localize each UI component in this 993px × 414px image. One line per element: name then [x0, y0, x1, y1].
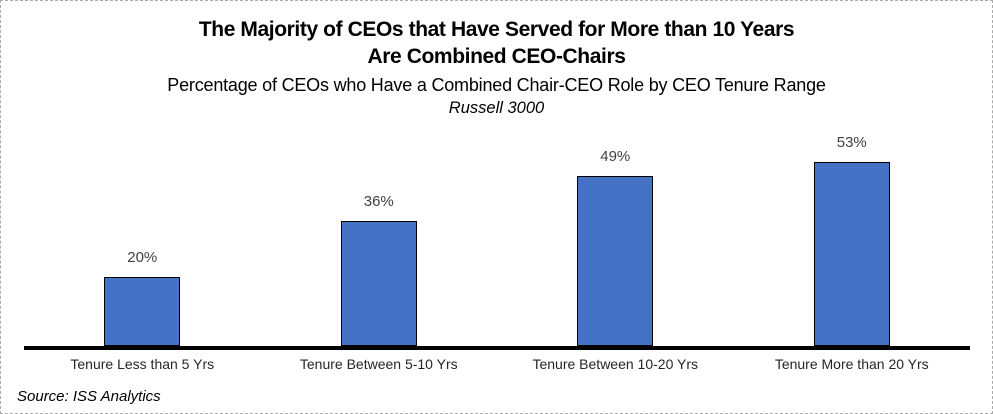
bar-slot: 53%: [734, 134, 971, 346]
chart-title-line2: Are Combined CEO-Chairs: [367, 45, 626, 68]
bar-slot: 20%: [24, 134, 261, 346]
plot-area: 20% 36% 49% 53%: [24, 134, 970, 346]
chart-subtitle-note: Russell 3000: [448, 99, 545, 117]
bar-value-label: 20%: [127, 249, 158, 266]
bar-slot: 36%: [261, 134, 498, 346]
bar-slot: 49%: [497, 134, 734, 346]
chart-title-line1: The Majority of CEOs that Have Served fo…: [198, 18, 795, 41]
bar-value-label: 36%: [363, 193, 394, 210]
bar: [340, 221, 417, 346]
category-label: Tenure Between 5-10 Yrs: [299, 356, 458, 372]
bar: [577, 176, 654, 346]
bar: [104, 277, 181, 346]
source-note: Source: ISS Analytics: [17, 388, 161, 405]
chart-subtitle: Percentage of CEOs who Have a Combined C…: [167, 75, 826, 95]
chart-header: The Majority of CEOs that Have Served fo…: [1, 1, 992, 119]
category-label: Tenure Less than 5 Yrs: [70, 356, 215, 372]
category-label: Tenure More than 20 Yrs: [774, 356, 929, 372]
bar-value-label: 53%: [836, 134, 867, 151]
bar: [813, 162, 890, 346]
category-labels-row: Tenure Less than 5 Yrs Tenure Between 5-1…: [24, 355, 970, 373]
x-axis-line: [24, 346, 970, 350]
category-label: Tenure Between 10-20 Yrs: [532, 356, 698, 372]
bar-value-label: 49%: [600, 148, 631, 165]
